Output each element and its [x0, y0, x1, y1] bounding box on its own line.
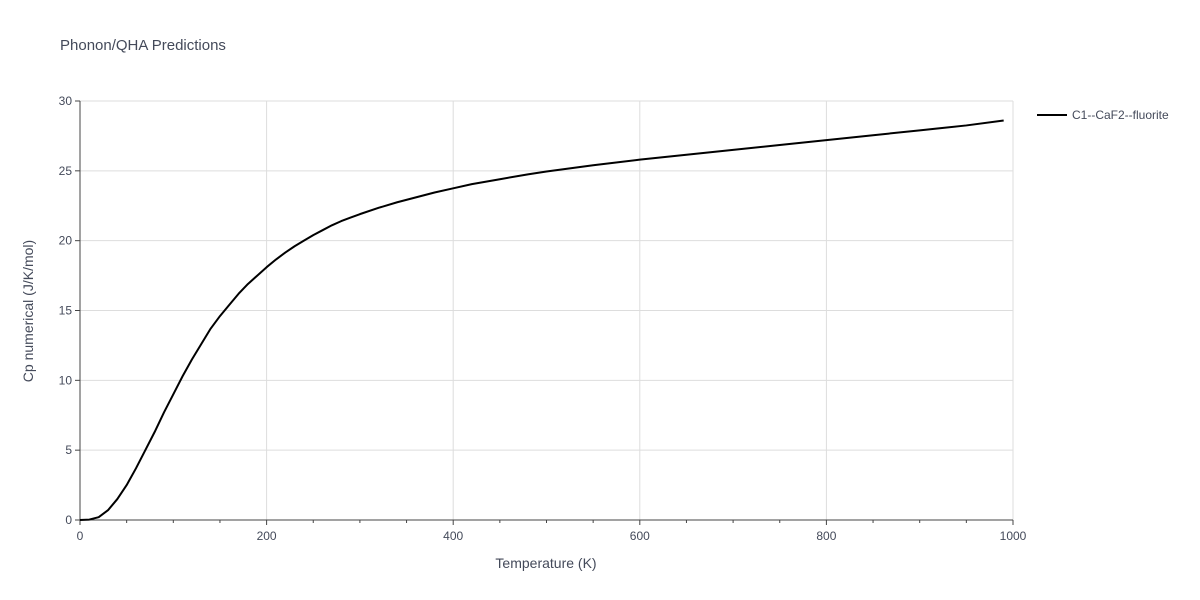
x-axis-title: Temperature (K)	[495, 555, 596, 571]
y-tick-label: 20	[59, 234, 73, 248]
x-tick-label: 200	[257, 529, 277, 543]
y-tick-label: 5	[65, 443, 72, 457]
series-line	[79, 119, 1004, 521]
x-tick-label: 800	[816, 529, 836, 543]
chart-title: Phonon/QHA Predictions	[60, 37, 226, 54]
x-tick-label: 600	[630, 529, 650, 543]
gridlines	[80, 100, 1014, 520]
y-tick-label: 15	[59, 304, 73, 318]
plot-area	[79, 119, 1004, 521]
x-tick-label: 400	[443, 529, 463, 543]
ticks: 0 200 400 600 800 1000 0 5 10 15 20 25 30	[59, 94, 1027, 543]
legend-label: C1--CaF2--fluorite	[1072, 108, 1169, 122]
y-tick-label: 10	[59, 373, 73, 387]
legend-item[interactable]: C1--CaF2--fluorite	[1037, 108, 1169, 122]
x-tick-label: 1000	[1000, 529, 1027, 543]
y-tick-label: 0	[65, 513, 72, 527]
legend[interactable]: C1--CaF2--fluorite	[1037, 108, 1169, 122]
y-tick-label: 25	[59, 164, 73, 178]
y-axis-title: Cp numerical (J/K/mol)	[20, 240, 36, 382]
y-tick-label: 30	[59, 94, 73, 108]
x-tick-label: 0	[77, 529, 84, 543]
